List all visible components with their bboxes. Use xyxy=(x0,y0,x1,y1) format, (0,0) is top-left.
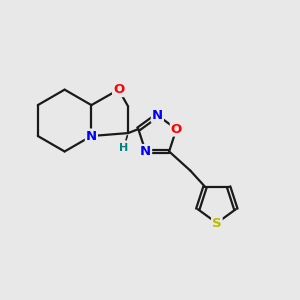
Text: O: O xyxy=(171,123,182,136)
Text: H: H xyxy=(119,143,128,153)
Text: N: N xyxy=(140,145,151,158)
Text: O: O xyxy=(113,83,124,96)
Text: S: S xyxy=(212,217,222,230)
Text: N: N xyxy=(152,109,163,122)
Text: N: N xyxy=(86,130,97,142)
